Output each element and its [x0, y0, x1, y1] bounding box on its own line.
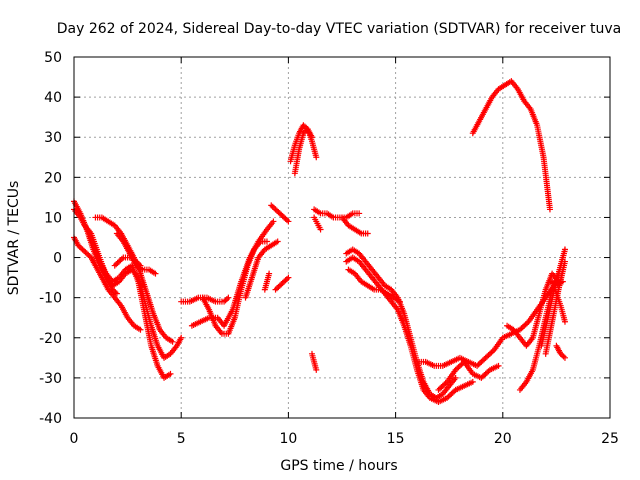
series-track-l [268, 202, 292, 225]
y-tick-label: -30 [39, 371, 62, 387]
x-tick-label: 15 [387, 431, 405, 447]
y-axis-label: SDTVAR / TECUs [6, 181, 22, 296]
data-point [178, 334, 185, 341]
data-point [225, 294, 232, 301]
series-track-y [435, 358, 502, 393]
series-track-n [291, 126, 315, 177]
data-point [546, 206, 553, 213]
series-track-q [308, 350, 320, 373]
data-point [396, 298, 403, 305]
data-point [317, 226, 324, 233]
data-point [263, 238, 270, 245]
data-point [285, 274, 292, 281]
series-track-d [81, 222, 120, 297]
x-tick-label: 20 [494, 431, 512, 447]
y-tick-label: 0 [53, 251, 62, 267]
data-point [167, 370, 174, 377]
series-track-ae [549, 278, 568, 325]
series-track-r [311, 206, 363, 221]
series-track-w [345, 266, 403, 305]
y-tick-label: 20 [44, 170, 62, 186]
y-tick-label: 30 [44, 130, 62, 146]
y-tick-label: 40 [44, 90, 62, 106]
series-track-t [339, 214, 371, 237]
series-track-i [188, 218, 277, 329]
data-point [169, 338, 176, 345]
series-track-ad [542, 258, 568, 357]
series-track-j [199, 238, 270, 337]
y-tick-label: 10 [44, 210, 62, 226]
series-track-af [553, 342, 568, 361]
x-tick-label: 5 [177, 431, 186, 447]
data-point [274, 238, 281, 245]
data-point [270, 218, 277, 225]
y-tick-label: -10 [39, 291, 62, 307]
series-track-s [311, 214, 324, 233]
y-tick-label: 50 [44, 50, 62, 66]
data-point [308, 134, 315, 141]
plot-frame [73, 56, 611, 419]
series-track-m [287, 122, 320, 165]
data-marks [71, 78, 568, 405]
series-track-p [261, 270, 273, 293]
y-tick-label: -20 [39, 331, 62, 347]
chart-title: Day 262 of 2024, Sidereal Day-to-day VTE… [57, 21, 621, 37]
data-point [113, 290, 120, 297]
data-point [469, 378, 476, 385]
x-tick-label: 0 [70, 431, 79, 447]
data-point [137, 262, 144, 269]
series-track-aa [504, 270, 562, 349]
data-point [495, 362, 502, 369]
data-point [137, 326, 144, 333]
data-point [266, 270, 273, 277]
y-tick-labels: -40 -30 -20 -10 0 10 20 30 40 50 [39, 50, 62, 427]
data-point [561, 354, 568, 361]
x-axis-label: GPS time / hours [280, 458, 397, 474]
x-tick-labels: 0 5 10 15 20 25 [70, 431, 619, 447]
x-tick-label: 10 [279, 431, 297, 447]
x-tick-label: 25 [601, 431, 619, 447]
data-point [561, 246, 568, 253]
data-point [561, 318, 568, 325]
series-track-k [242, 238, 281, 301]
series-track-g [111, 254, 144, 269]
data-point [561, 258, 568, 265]
data-point [313, 366, 320, 373]
data-point [356, 210, 363, 217]
data-point [452, 374, 459, 381]
series-track-x [414, 278, 566, 369]
data-point [152, 270, 159, 277]
data-point [313, 154, 320, 161]
series-track-z [469, 78, 553, 213]
data-point [285, 218, 292, 225]
series-track-o [272, 274, 292, 293]
data-point [364, 230, 371, 237]
y-tick-label: -40 [39, 411, 62, 427]
